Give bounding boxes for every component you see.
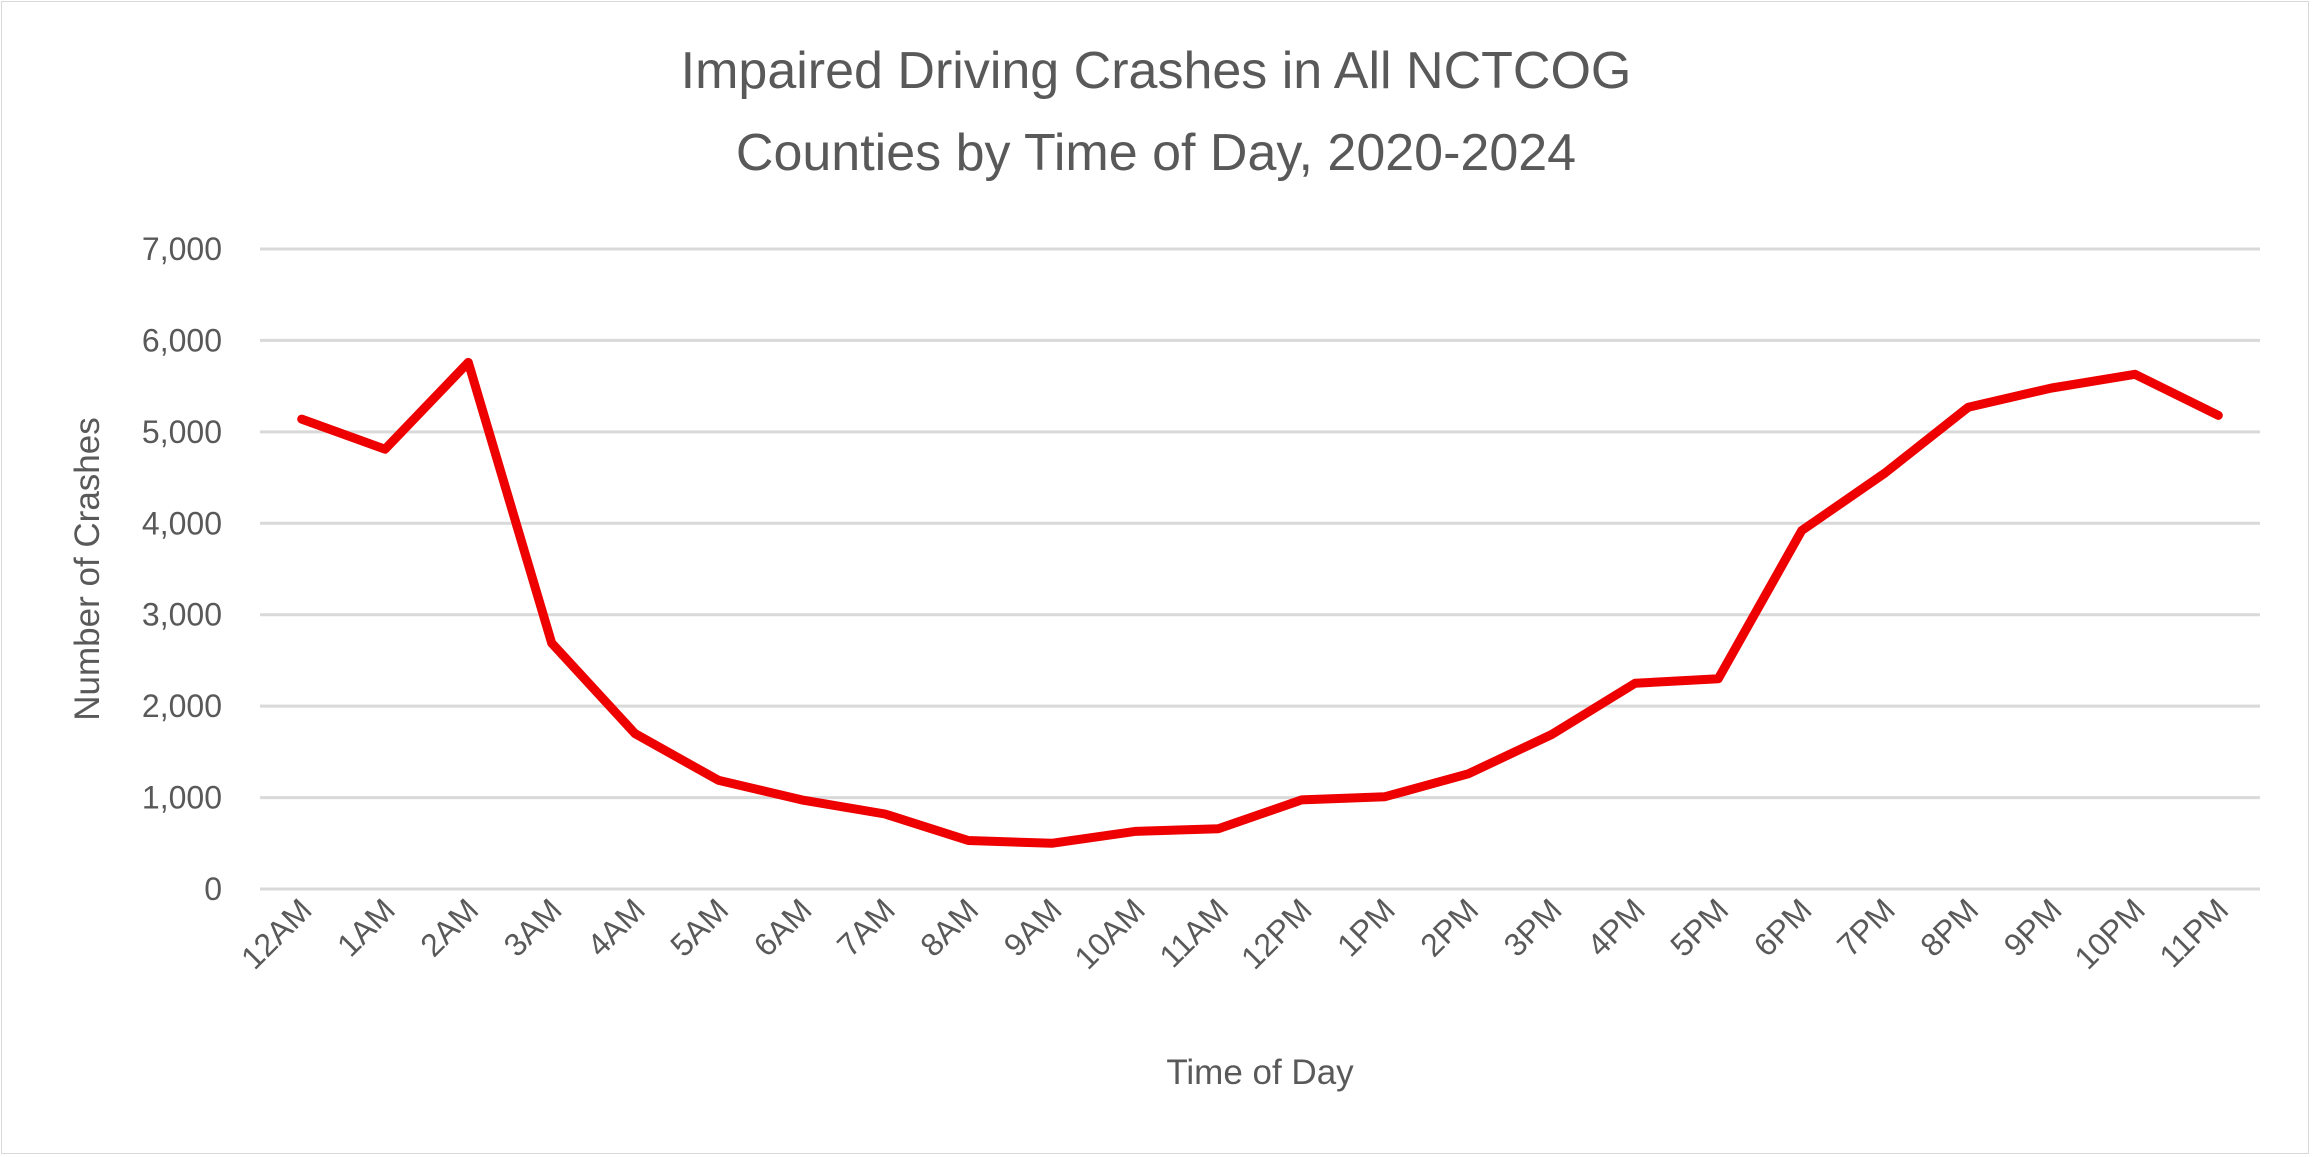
- y-tick-label: 4,000: [142, 505, 222, 541]
- x-tick-label: 1PM: [1330, 891, 1402, 963]
- x-tick-label: 9AM: [997, 891, 1069, 963]
- x-tick-label: 7PM: [1830, 891, 1902, 963]
- x-tick-label: 11AM: [1152, 891, 1235, 974]
- x-tick-label: 4AM: [580, 891, 652, 963]
- y-tick-label: 1,000: [142, 780, 222, 816]
- x-axis-title: Time of Day: [1166, 1053, 1354, 1092]
- x-tick-label: 12AM: [234, 891, 319, 976]
- y-tick-label: 7,000: [142, 231, 222, 267]
- x-tick-label: 3PM: [1497, 891, 1569, 963]
- y-tick-label: 5,000: [142, 414, 222, 450]
- x-tick-label: 1AM: [330, 891, 402, 963]
- chart-title-line-2: Counties by Time of Day, 2020-2024: [736, 124, 1576, 182]
- y-tick-label: 2,000: [142, 688, 222, 724]
- y-tick-label: 0: [204, 871, 222, 907]
- chart-title-line-1: Impaired Driving Crashes in All NCTCOG: [681, 42, 1632, 100]
- x-tick-label: 5PM: [1663, 891, 1735, 963]
- series-line: [297, 357, 2223, 848]
- x-tick-label: 8PM: [1913, 891, 1985, 963]
- x-tick-label: 8AM: [913, 891, 985, 963]
- x-tick-label: 2AM: [413, 891, 485, 963]
- x-tick-label: 2PM: [1413, 891, 1485, 963]
- x-tick-label: 5AM: [663, 891, 735, 963]
- x-tick-label: 6AM: [747, 891, 819, 963]
- x-tick-label: 6PM: [1747, 891, 1819, 963]
- x-tick-label: 4PM: [1580, 891, 1652, 963]
- x-tick-label: 3AM: [497, 891, 569, 963]
- y-tick-label: 3,000: [142, 597, 222, 633]
- x-tick-label: 11PM: [2152, 891, 2235, 974]
- x-tick-label: 12PM: [1234, 891, 1319, 976]
- x-tick-label: 10PM: [2067, 891, 2152, 976]
- y-axis-title: Number of Crashes: [68, 417, 107, 720]
- x-tick-label: 7AM: [830, 891, 902, 963]
- y-tick-label: 6,000: [142, 322, 222, 358]
- x-tick-label: 9PM: [1997, 891, 2069, 963]
- x-tick-label: 10AM: [1067, 891, 1152, 976]
